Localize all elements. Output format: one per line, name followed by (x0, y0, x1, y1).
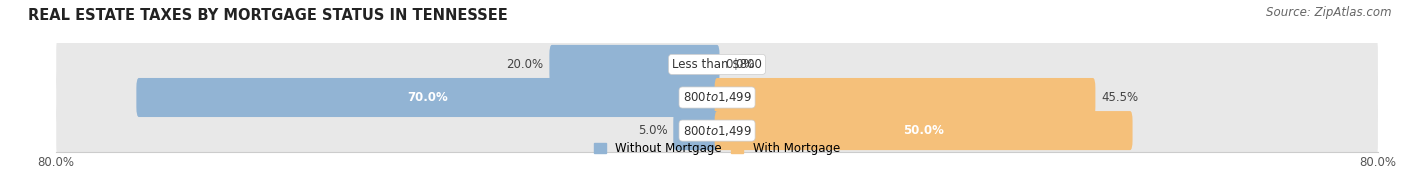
Text: 0.0%: 0.0% (725, 58, 755, 71)
FancyBboxPatch shape (56, 34, 1378, 95)
FancyBboxPatch shape (136, 78, 720, 117)
FancyBboxPatch shape (714, 111, 1133, 150)
Text: $800 to $1,499: $800 to $1,499 (682, 124, 752, 138)
Text: 20.0%: 20.0% (506, 58, 544, 71)
Text: REAL ESTATE TAXES BY MORTGAGE STATUS IN TENNESSEE: REAL ESTATE TAXES BY MORTGAGE STATUS IN … (28, 8, 508, 23)
FancyBboxPatch shape (56, 67, 1378, 128)
FancyBboxPatch shape (56, 100, 1378, 161)
Text: 45.5%: 45.5% (1101, 91, 1139, 104)
FancyBboxPatch shape (714, 78, 1095, 117)
Text: Less than $800: Less than $800 (672, 58, 762, 71)
Text: $800 to $1,499: $800 to $1,499 (682, 90, 752, 105)
Text: Source: ZipAtlas.com: Source: ZipAtlas.com (1267, 6, 1392, 19)
FancyBboxPatch shape (550, 45, 720, 84)
FancyBboxPatch shape (673, 111, 720, 150)
Text: 5.0%: 5.0% (638, 124, 668, 137)
Text: 50.0%: 50.0% (903, 124, 943, 137)
Text: 70.0%: 70.0% (408, 91, 449, 104)
Legend: Without Mortgage, With Mortgage: Without Mortgage, With Mortgage (595, 142, 839, 155)
